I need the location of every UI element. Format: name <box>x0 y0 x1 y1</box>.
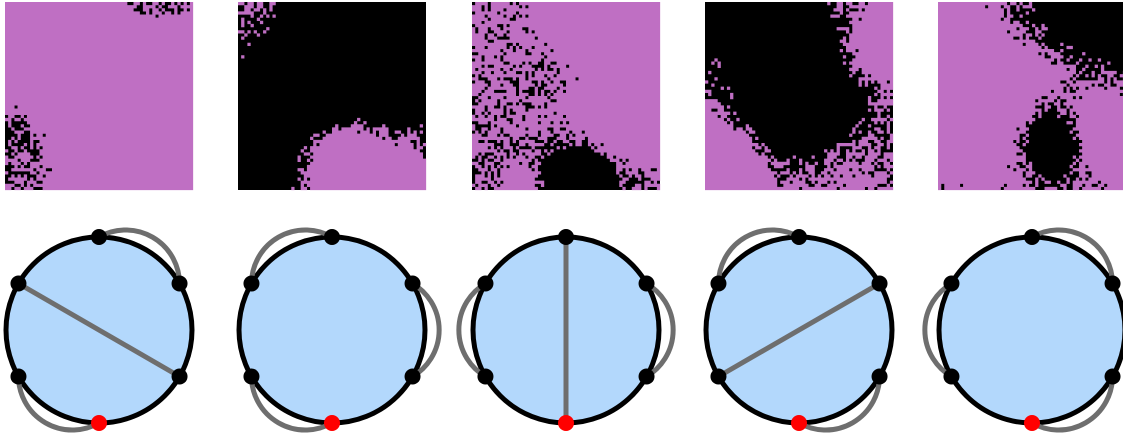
chord <box>797 376 883 433</box>
root-point <box>558 415 574 431</box>
chord-disk <box>703 227 895 433</box>
cluster-pattern-4 <box>705 2 894 191</box>
boundary-point <box>171 275 188 292</box>
boundary-point <box>638 275 655 292</box>
cluster-cells <box>238 2 427 191</box>
boundary-point <box>710 275 727 292</box>
chord-disk <box>236 227 442 433</box>
chord <box>456 281 487 379</box>
boundary-point <box>10 368 27 385</box>
chord <box>715 227 801 284</box>
boundary-point <box>171 368 188 385</box>
chord <box>411 281 442 379</box>
cluster-cells <box>472 2 661 191</box>
boundary-point <box>871 275 888 292</box>
boundary-point <box>1024 229 1040 245</box>
cluster-cells <box>5 2 194 191</box>
boundary-point <box>638 368 655 385</box>
cluster-pattern-3 <box>472 2 661 191</box>
chord <box>97 227 183 284</box>
boundary-point <box>91 229 107 245</box>
chord <box>645 281 676 379</box>
cluster-pattern-1 <box>5 2 194 191</box>
root-point <box>791 415 807 431</box>
root-point <box>91 415 107 431</box>
cluster-pattern-5 <box>938 2 1123 191</box>
chord-disk <box>922 227 1123 433</box>
chord <box>717 281 881 379</box>
chord <box>922 281 953 379</box>
chord <box>1030 376 1116 433</box>
boundary-point <box>477 275 494 292</box>
boundary-point <box>324 229 340 245</box>
boundary-point <box>404 275 421 292</box>
chord <box>1030 227 1116 284</box>
cluster-pattern-2 <box>238 2 427 191</box>
boundary-point <box>871 368 888 385</box>
boundary-point <box>243 275 260 292</box>
boundary-point <box>1104 275 1121 292</box>
disk <box>936 234 1123 426</box>
chord <box>17 281 181 379</box>
boundary-point <box>10 275 27 292</box>
root-point <box>324 415 340 431</box>
cluster-row <box>5 2 1123 191</box>
cluster-cells <box>938 2 1123 191</box>
disk-row <box>3 227 1123 433</box>
disk <box>236 234 428 426</box>
boundary-point <box>1104 368 1121 385</box>
root-point <box>1024 415 1040 431</box>
boundary-point <box>477 368 494 385</box>
chord <box>248 227 334 284</box>
boundary-point <box>791 229 807 245</box>
boundary-point <box>558 229 574 245</box>
chord <box>248 376 334 433</box>
boundary-point <box>710 368 727 385</box>
chord <box>15 376 101 433</box>
chord-disk <box>456 229 676 431</box>
boundary-point <box>404 368 421 385</box>
cluster-cells <box>705 2 894 191</box>
boundary-point <box>243 368 260 385</box>
chord-disk <box>3 227 195 433</box>
boundary-point <box>943 368 960 385</box>
boundary-point <box>943 275 960 292</box>
